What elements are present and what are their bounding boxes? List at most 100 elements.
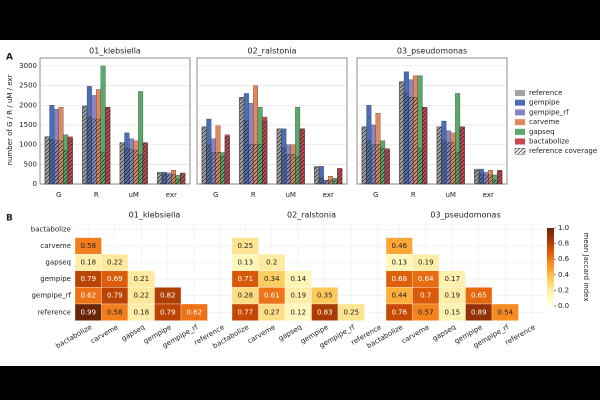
x-tick-label: exr [166, 191, 177, 199]
coverage-bar [314, 167, 320, 185]
panel-title: 03_pseudomonas [397, 47, 467, 56]
coverage-bar [175, 179, 181, 185]
cell-value: 0.28 [237, 292, 253, 300]
coverage-bar [142, 142, 148, 185]
coverage-bar [370, 144, 376, 185]
heatmap-cell [180, 303, 208, 321]
cell-value: 0.7 [420, 292, 431, 300]
coverage-bar [276, 128, 282, 185]
coverage-bar [328, 179, 334, 185]
legend-label: carveme [529, 118, 560, 126]
panel-title: 01_klebsiella [129, 211, 181, 220]
coverage-bar [253, 144, 259, 185]
row-label: reference [38, 308, 71, 316]
coverage-bar [299, 128, 305, 185]
x-tick-label: exr [323, 191, 334, 199]
legend-label: reference [529, 89, 562, 97]
coverage-bar [281, 148, 287, 185]
row-label: bactabolize [31, 225, 71, 233]
cell-value: 0.19 [444, 292, 460, 300]
cell-value: 0.79 [80, 275, 96, 283]
coverage-bar [455, 152, 461, 185]
coverage-bar [408, 97, 414, 185]
x-tick-label: uM [446, 191, 456, 199]
x-tick-label: R [251, 191, 256, 199]
row-label: carveme [40, 242, 71, 250]
cell-value: 0.79 [107, 292, 123, 300]
colorbar-tick-label: 0.2 [558, 286, 569, 294]
panel-label: B [6, 214, 13, 224]
y-tick-label: 1000 [19, 141, 37, 149]
cell-value: 0.12 [290, 308, 306, 316]
coverage-bar [166, 174, 172, 185]
x-tick-label: exr [483, 191, 494, 199]
cell-value: 0.46 [391, 242, 407, 250]
coverage-bar [295, 156, 301, 185]
coverage-bar [497, 170, 503, 185]
cell-value: 0.15 [444, 308, 460, 316]
coverage-bar [413, 97, 419, 185]
coverage-bar [445, 142, 451, 185]
coverage-bar [124, 148, 130, 185]
coverage-bar [450, 142, 456, 185]
coverage-bar [128, 149, 134, 185]
cell-value: 0.34 [264, 275, 280, 283]
cell-value: 0.13 [237, 259, 253, 267]
coverage-bar [220, 156, 226, 185]
axes-frame [39, 57, 191, 185]
coverage-bar [417, 148, 423, 185]
coverage-bar [161, 173, 167, 185]
heatmap-cell [491, 303, 519, 321]
coverage-bar [483, 174, 489, 185]
coverage-bar [399, 81, 405, 185]
x-tick-label: R [411, 191, 416, 199]
coverage-bar [215, 152, 221, 185]
colorbar-tick-label: 1.0 [558, 224, 569, 232]
y-tick-label: 500 [24, 160, 37, 168]
colorbar-tick-label: 0.8 [558, 240, 569, 248]
y-axis-label: number of G / R / uM / exr [6, 74, 14, 165]
cell-value: 0.62 [80, 292, 96, 300]
legend-swatch [515, 128, 525, 135]
cell-value: 0.58 [80, 242, 96, 250]
coverage-bar [119, 142, 125, 185]
row-label: gempipe_rf [31, 292, 71, 300]
coverage-bar [361, 126, 367, 185]
cell-value: 0.58 [107, 308, 123, 316]
cell-value: 0.22 [133, 292, 149, 300]
coverage-bar [323, 180, 329, 185]
coverage-bar [210, 152, 216, 185]
cell-value: 0.21 [133, 275, 149, 283]
panel-title: 01_klebsiella [89, 47, 141, 56]
panel-label: A [6, 53, 13, 63]
coverage-bar [285, 154, 291, 185]
y-tick-label: 2500 [19, 82, 37, 90]
cell-value: 0.13 [391, 259, 407, 267]
legend-swatch [515, 138, 525, 145]
coverage-bar [403, 93, 409, 185]
legend-label: reference coverage [529, 147, 597, 155]
cell-value: 0.22 [107, 259, 123, 267]
legend-swatch [515, 90, 525, 96]
cell-value: 0.18 [80, 259, 96, 267]
coverage-bar [257, 144, 263, 185]
coverage-bar [243, 120, 249, 185]
coverage-bar [63, 150, 69, 185]
coverage-bar [441, 140, 447, 185]
legend-swatch [515, 109, 525, 116]
coverage-bar [337, 168, 343, 185]
x-tick-label: G [56, 191, 61, 199]
y-tick-label: 0 [33, 180, 37, 188]
cell-value: 0.35 [317, 292, 333, 300]
coverage-bar [138, 154, 144, 185]
x-tick-label: uM [286, 191, 296, 199]
cell-value: 0.79 [160, 308, 176, 316]
coverage-bar [488, 174, 494, 185]
cell-value: 0.62 [186, 308, 202, 316]
cell-value: 0.25 [343, 308, 359, 316]
cell-value: 0.77 [237, 308, 253, 316]
coverage-bar [171, 174, 177, 185]
coverage-bar [248, 144, 254, 185]
cell-value: 0.18 [133, 308, 149, 316]
x-tick-label: uM [129, 191, 139, 199]
